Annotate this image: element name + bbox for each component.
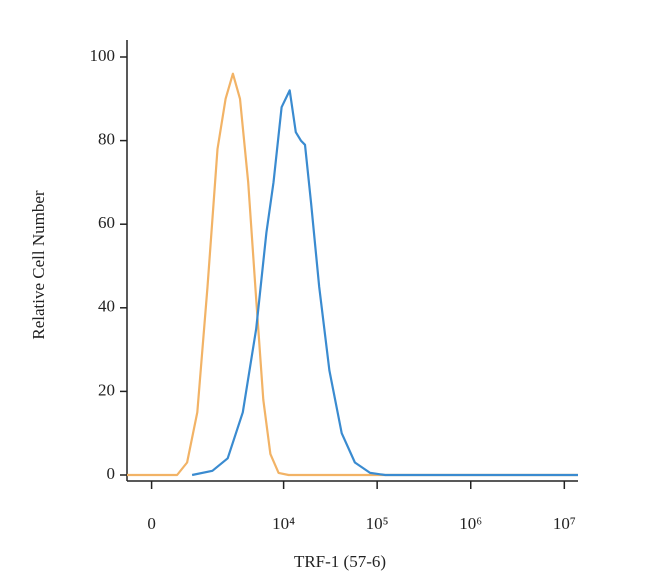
y-tick-label: 80: [98, 130, 115, 149]
y-tick-label: 40: [98, 297, 115, 316]
y-tick-label: 60: [98, 213, 115, 232]
x-tick-label: 10⁴: [272, 514, 295, 533]
x-tick-label: 10⁷: [553, 514, 576, 533]
x-tick-label: 10⁵: [366, 514, 389, 533]
y-tick-label: 20: [98, 380, 115, 399]
y-axis-title: Relative Cell Number: [29, 190, 48, 340]
y-tick-label: 100: [90, 46, 116, 65]
x-tick-label: 10⁶: [459, 514, 482, 533]
histogram-line: [127, 72, 578, 477]
y-tick-label: 0: [107, 464, 116, 483]
x-tick-label: 0: [147, 514, 156, 533]
x-axis-title: TRF-1 (57-6): [294, 552, 386, 571]
histogram-line: [191, 89, 578, 477]
